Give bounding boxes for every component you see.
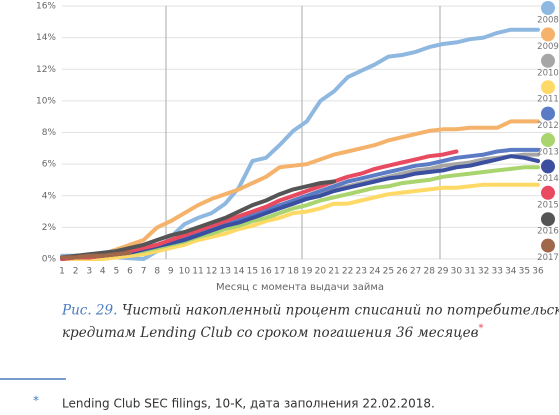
y-tick-label: 10%	[36, 96, 56, 106]
legend-swatch	[541, 159, 555, 174]
y-tick-label: 16%	[36, 2, 56, 12]
x-axis-label: Месяц с момента выдачи займа	[216, 282, 384, 293]
x-tick-label: 27	[410, 267, 421, 277]
caption-number: Рис. 29.	[61, 303, 117, 319]
x-tick-label: 20	[315, 267, 327, 277]
x-tick-label: 36	[532, 267, 544, 277]
caption-text: кредитам Lending Club со сроком погашени…	[62, 325, 479, 341]
x-tick-label: 12	[206, 267, 217, 277]
y-tick-label: 12%	[36, 65, 56, 75]
legend-swatch	[541, 1, 555, 15]
y-tick-label: 14%	[36, 33, 56, 43]
x-tick-label: 8	[154, 267, 160, 277]
x-tick-label: 1	[59, 267, 65, 277]
series-line	[60, 149, 459, 261]
caption-mark: *	[478, 323, 483, 334]
x-tick-label: 3	[86, 267, 92, 277]
footnote-text: Lending Club SEC filings, 10-K, дата зап…	[62, 397, 435, 411]
x-tick-label: 6	[127, 267, 133, 277]
y-tick-label: 4%	[42, 191, 57, 201]
x-tick-label: 15	[247, 267, 258, 277]
x-tick-label: 18	[287, 267, 299, 277]
x-tick-label: 26	[396, 267, 408, 277]
legend-label: 2015	[537, 200, 559, 210]
x-tick-label: 9	[168, 267, 174, 277]
legend-swatch	[541, 53, 555, 68]
footnote-mark: *	[33, 394, 39, 408]
legend-label: 2016	[537, 227, 559, 237]
legend-swatch	[541, 238, 555, 253]
legend-label: 2010	[537, 68, 559, 78]
x-tick-label: 22	[342, 267, 353, 277]
x-tick-label: 35	[519, 267, 530, 277]
x-tick-label: 13	[219, 267, 230, 277]
legend-swatch	[541, 133, 555, 147]
legend-label: 2014	[537, 174, 559, 184]
series-line	[60, 27, 540, 261]
legend-label: 2012	[537, 121, 559, 131]
x-tick-label: 4	[100, 267, 106, 277]
x-tick-label: 10	[179, 267, 191, 277]
x-tick-label: 25	[383, 267, 394, 277]
x-tick-label: 14	[233, 267, 245, 277]
legend-swatch	[541, 212, 555, 227]
series-line	[60, 119, 540, 260]
y-tick-label: 0%	[42, 255, 57, 265]
legend-swatch	[541, 185, 555, 200]
caption-line: Чистый накопленный процент списаний по п…	[122, 303, 559, 319]
legend-label: 2011	[537, 95, 559, 105]
x-tick-label: 29	[437, 267, 449, 277]
series-line	[60, 182, 540, 261]
x-tick-label: 24	[369, 267, 381, 277]
x-tick-label: 21	[328, 267, 339, 277]
x-tick-label: 5	[114, 267, 120, 277]
y-tick-label: 8%	[42, 128, 57, 138]
x-tick-label: 31	[464, 267, 475, 277]
x-tick-label: 2	[73, 267, 79, 277]
legend-swatch	[541, 106, 555, 121]
x-tick-label: 32	[478, 267, 489, 277]
y-tick-label: 2%	[42, 223, 57, 233]
y-tick-label: 6%	[42, 160, 57, 170]
x-tick-label: 23	[355, 267, 366, 277]
legend-label: 2017	[537, 253, 559, 263]
x-tick-label: 34	[505, 267, 517, 277]
caption-line: кредитам Lending Club со сроком погашени…	[62, 323, 483, 341]
legend-label: 2009	[537, 42, 559, 52]
legend-swatch	[541, 27, 555, 42]
series-line	[60, 250, 132, 260]
x-tick-label: 33	[491, 267, 502, 277]
x-tick-label: 11	[192, 267, 203, 277]
x-tick-label: 30	[451, 267, 463, 277]
series-line	[60, 179, 336, 260]
x-tick-label: 19	[301, 267, 313, 277]
x-tick-label: 16	[260, 267, 272, 277]
x-tick-label: 17	[274, 267, 285, 277]
legend-label: 2008	[537, 16, 559, 26]
legend-label: 2013	[537, 148, 559, 158]
legend-swatch	[541, 80, 555, 95]
x-tick-label: 28	[423, 267, 435, 277]
x-tick-label: 7	[141, 267, 147, 277]
